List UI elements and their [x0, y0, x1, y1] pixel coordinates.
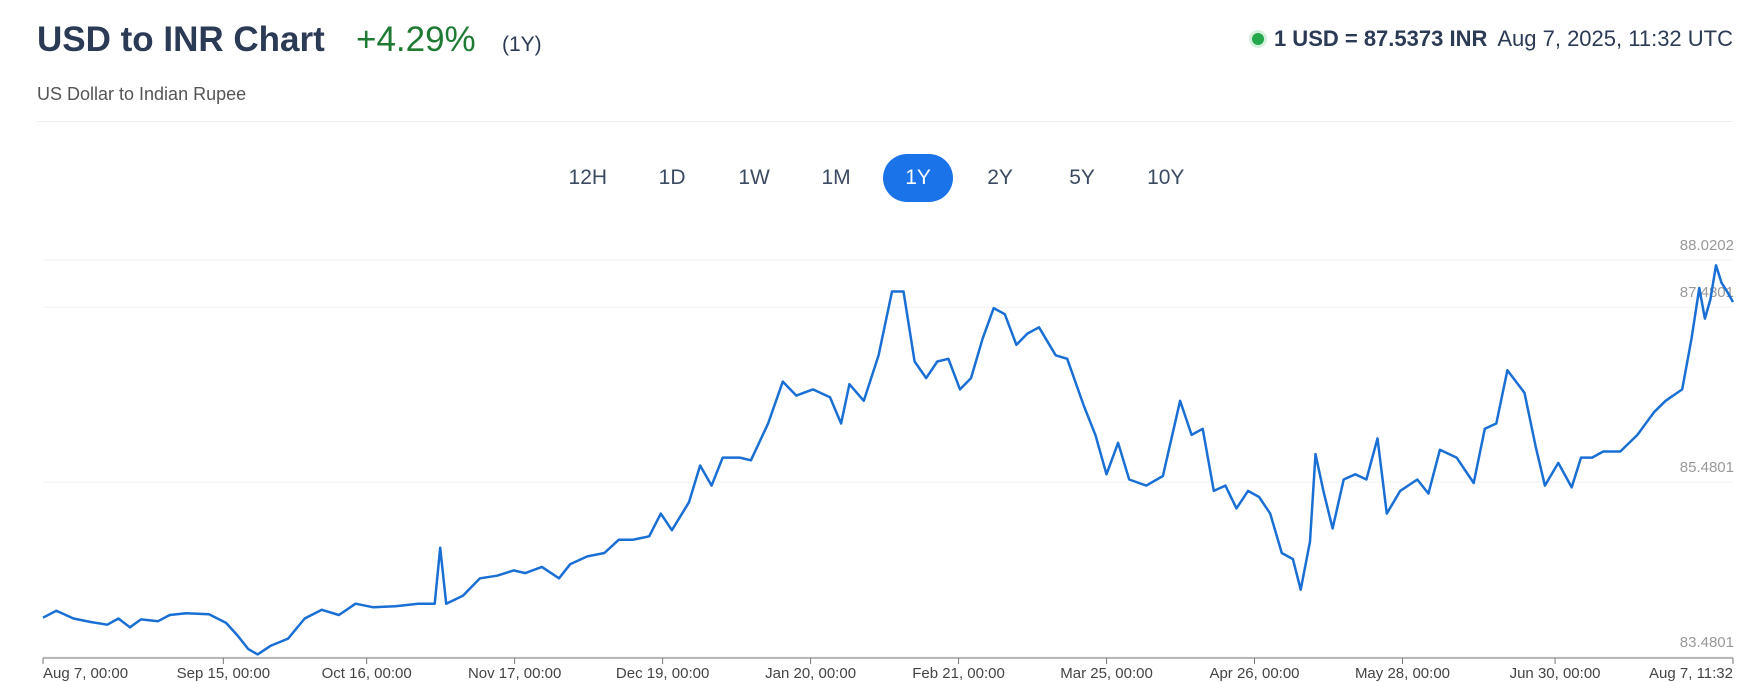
x-tick-label: Oct 16, 00:00 [322, 665, 412, 682]
range-button[interactable]: 5Y [1069, 166, 1095, 189]
x-tick-label: Nov 17, 00:00 [468, 665, 561, 682]
range-buttons: 12H 1D 1W 1M 1Y 2Y 5Y 10Y [0, 154, 1747, 202]
y-tick-label: 83.4801 [1680, 634, 1734, 651]
x-tick-label: Jun 30, 00:00 [1510, 665, 1601, 682]
x-tick-label: Feb 21, 00:00 [912, 665, 1005, 682]
x-tick-label: Mar 25, 00:00 [1060, 665, 1153, 682]
range-button[interactable]: 1Y [883, 154, 954, 202]
range-button[interactable]: 12H [568, 166, 608, 189]
y-tick-label: 87.4801 [1680, 284, 1734, 301]
range-button[interactable]: 1M [821, 166, 851, 189]
live-dot [1251, 33, 1264, 45]
period: (1Y) [502, 33, 542, 56]
range-button[interactable]: 1D [658, 166, 686, 189]
y-tick-label: 85.4801 [1680, 459, 1734, 476]
x-tick-label: Dec 19, 00:00 [616, 665, 709, 682]
y-tick-label: 88.0202 [1680, 237, 1734, 254]
subtitle: US Dollar to Indian Rupee [37, 84, 247, 104]
range-button[interactable]: 2Y [987, 166, 1013, 189]
x-tick-label: May 28, 00:00 [1355, 665, 1450, 682]
x-tick-label: Apr 26, 00:00 [1209, 665, 1299, 682]
timestamp: Aug 7, 2025, 11:32 UTC [1497, 26, 1733, 51]
x-tick-label: Sep 15, 00:00 [177, 665, 270, 682]
range-button[interactable]: 10Y [1147, 166, 1185, 189]
price-line [42, 264, 1735, 656]
separator [37, 121, 1733, 122]
title: USD to INR Chart [37, 20, 325, 59]
change: +4.29% [356, 20, 476, 59]
x-tick-label: Aug 7, 11:32 [1649, 665, 1733, 682]
x-tick-label: Aug 7, 00:00 [43, 665, 128, 682]
rate: 1 USD = 87.5373 INR [1273, 26, 1488, 51]
x-tick-label: Jan 20, 00:00 [765, 665, 856, 682]
range-button[interactable]: 1W [738, 166, 770, 189]
rate-box: 1 USD = 87.5373 INR Aug 7, 2025, 11:32 U… [1251, 26, 1733, 52]
